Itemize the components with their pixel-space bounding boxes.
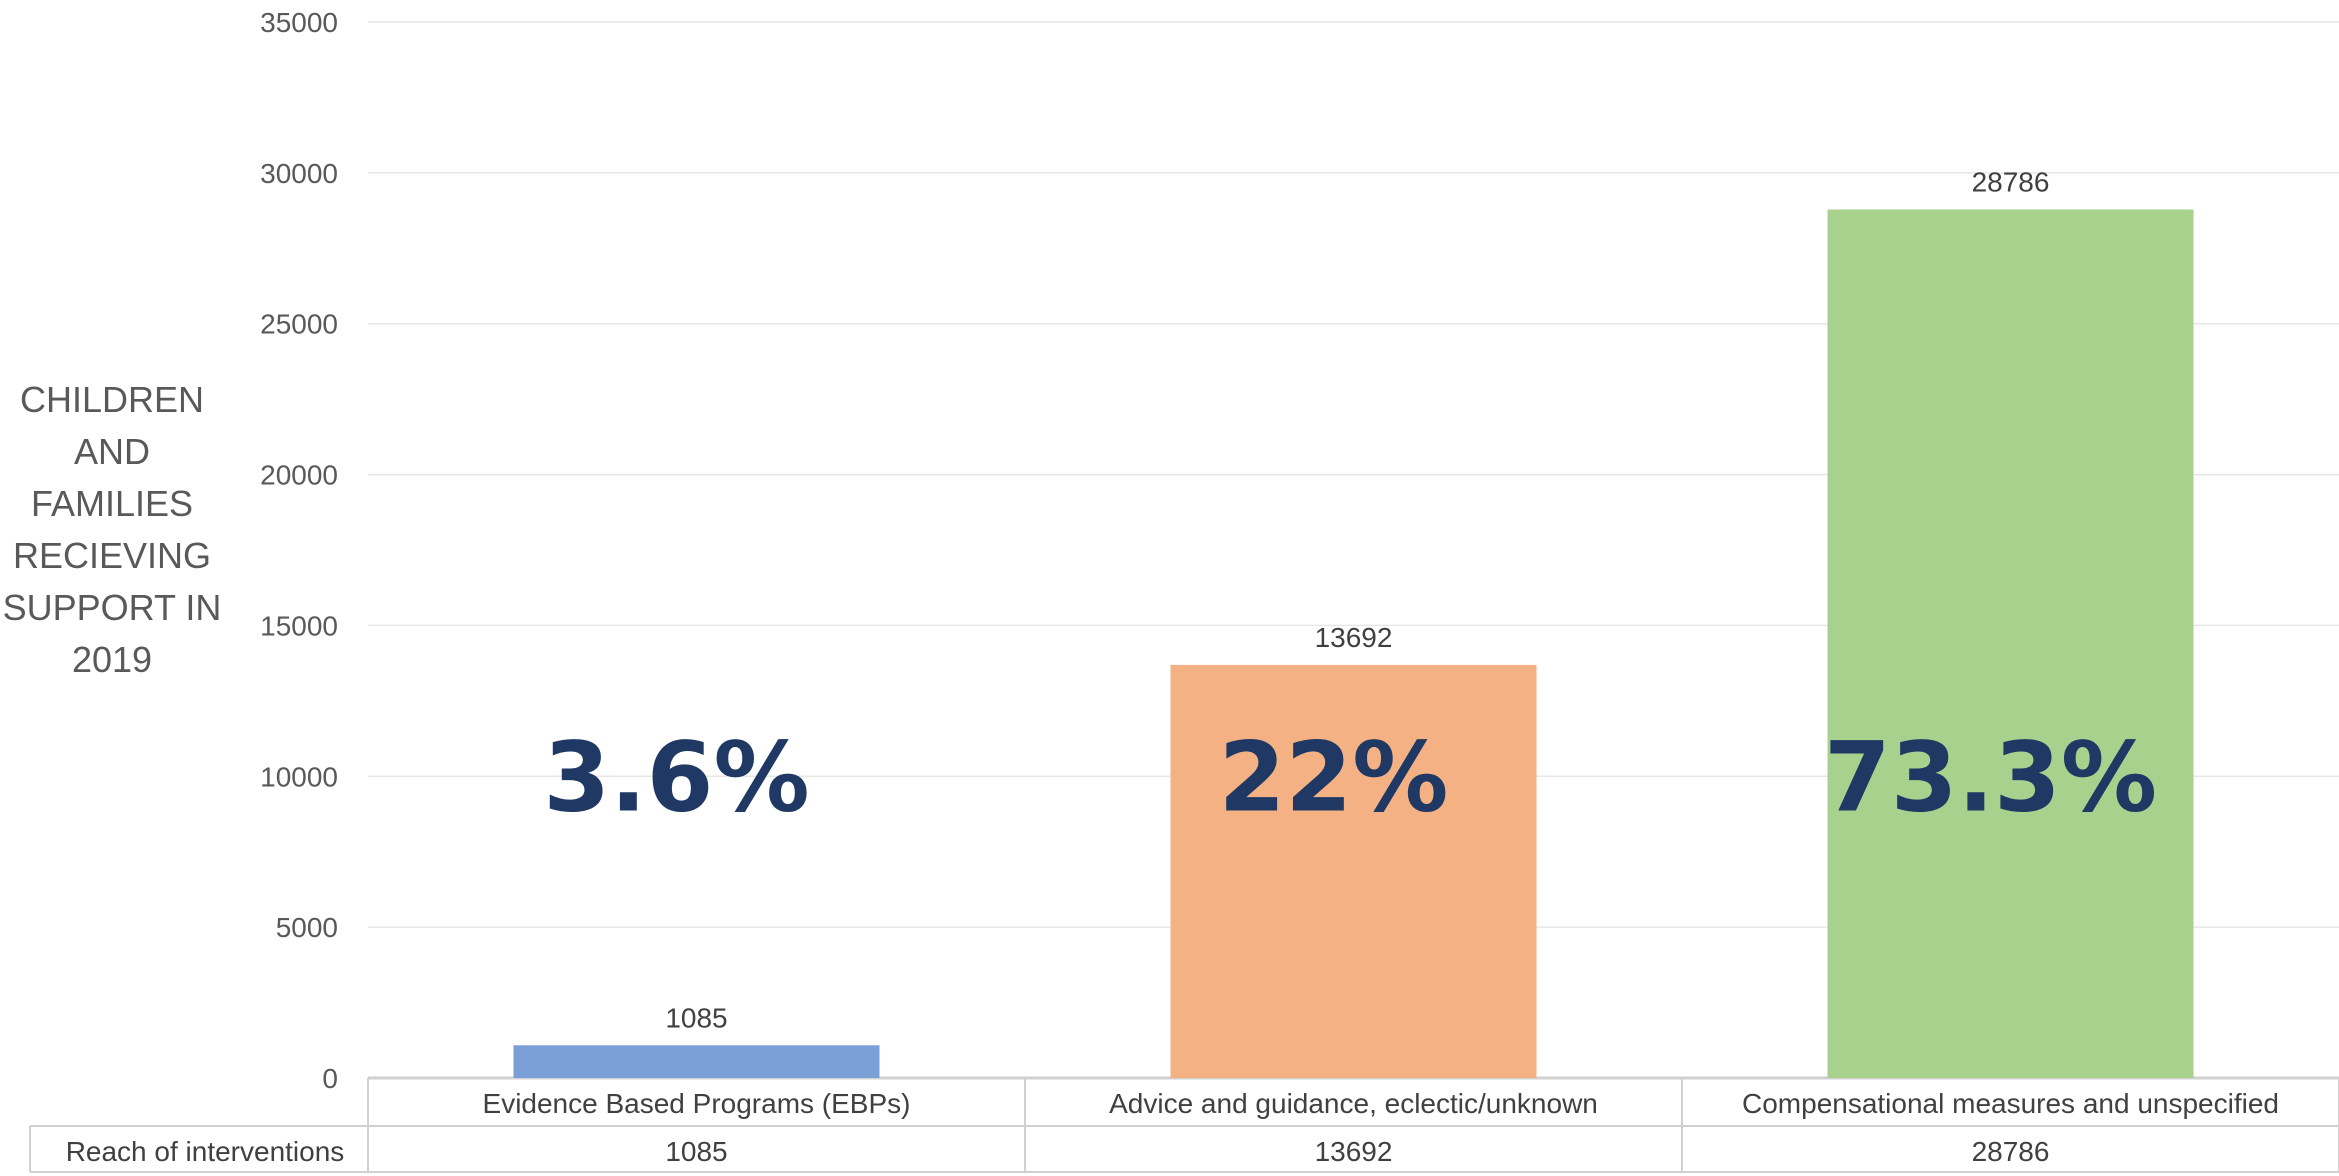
- data-label: 1085: [665, 1002, 727, 1033]
- table-row-header: Reach of interventions: [66, 1136, 345, 1167]
- data-table: Evidence Based Programs (EBPs) 1085 Advice…: [29, 1078, 2339, 1173]
- y-axis-ticks: 0 5000 10000 15000 20000 25000 30000 35000: [260, 7, 338, 1094]
- y-tick-label: 15000: [260, 610, 338, 641]
- y-axis-label-line: RECIEVING: [13, 535, 211, 576]
- bar: [1827, 209, 2194, 1079]
- y-axis-label-line: CHILDREN: [20, 379, 204, 420]
- table-value: 1085: [665, 1136, 727, 1167]
- y-axis-label-line: AND: [74, 431, 150, 472]
- y-axis-label-line: SUPPORT IN: [3, 587, 222, 628]
- data-label: 28786: [1972, 166, 2050, 197]
- y-axis-label-line: FAMILIES: [31, 483, 193, 524]
- y-tick-label: 30000: [260, 158, 338, 189]
- percentage-annotations: 3.6% 22% 73.3%: [543, 721, 2157, 833]
- y-tick-label: 35000: [260, 7, 338, 38]
- category-label: Compensational measures and unspecified: [1742, 1088, 2279, 1119]
- percentage-annotation: 73.3%: [1824, 721, 2157, 833]
- bars: [513, 209, 2194, 1079]
- data-label: 13692: [1315, 622, 1393, 653]
- y-tick-label: 10000: [260, 761, 338, 792]
- y-tick-label: 20000: [260, 460, 338, 491]
- bar: [1170, 664, 1537, 1078]
- y-tick-label: 25000: [260, 309, 338, 340]
- data-labels: 1085 13692 28786: [665, 166, 2049, 1033]
- y-tick-label: 0: [322, 1063, 338, 1094]
- bar: [513, 1045, 880, 1078]
- percentage-annotation: 3.6%: [543, 721, 809, 833]
- category-label: Advice and guidance, eclectic/unknown: [1109, 1088, 1598, 1119]
- y-tick-label: 5000: [276, 912, 338, 943]
- y-axis-label-line: 2019: [72, 639, 152, 680]
- percentage-annotation: 22%: [1219, 721, 1449, 833]
- table-value: 28786: [1972, 1136, 2050, 1167]
- y-axis-label: CHILDREN AND FAMILIES RECIEVING SUPPORT IN 20…: [3, 379, 222, 680]
- category-label: Evidence Based Programs (EBPs): [483, 1088, 911, 1119]
- table-value: 13692: [1315, 1136, 1393, 1167]
